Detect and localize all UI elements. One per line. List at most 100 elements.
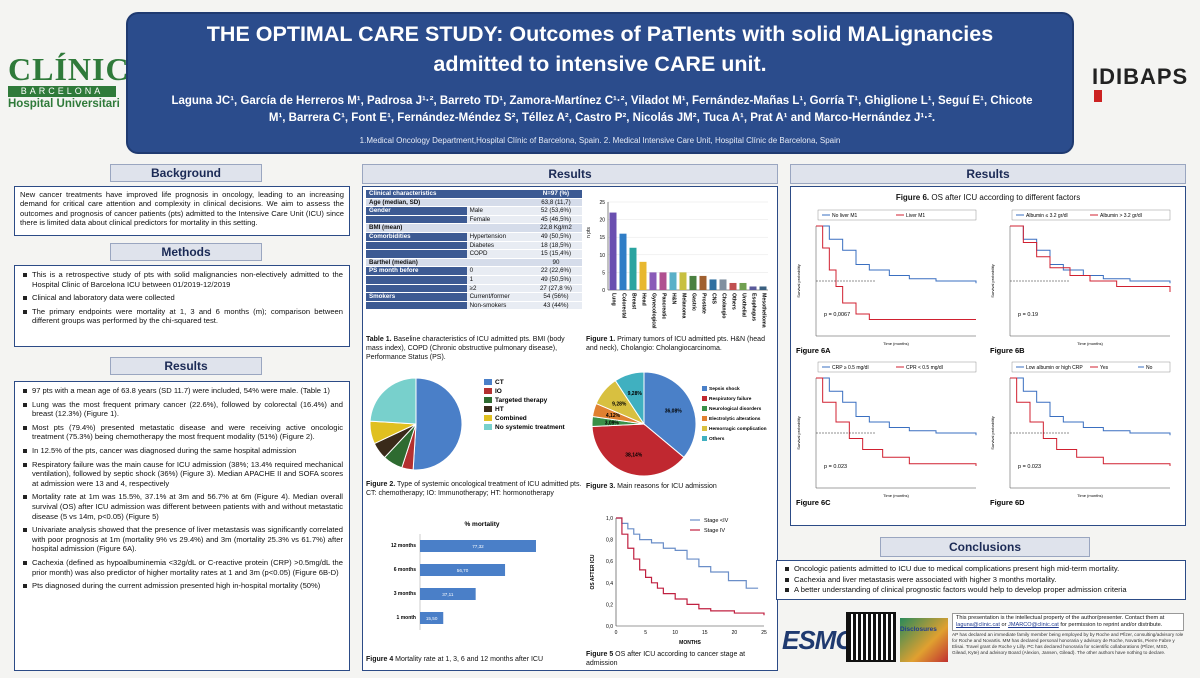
table-1-row: ≥2 27 (27,8 %): [366, 284, 582, 294]
figure-6-panel-label: Figure 6B: [990, 346, 1025, 355]
figure-1-bar: [649, 272, 657, 290]
figure-6-panel-bg: [794, 208, 980, 356]
figure-6-xlabel: Time (months): [1077, 493, 1103, 498]
figure-4-data-label: 15,50: [426, 616, 438, 621]
table-1-cell: [466, 258, 530, 268]
table-1-row: BMI (mean) 22,8 Kg/m2: [366, 223, 582, 233]
figure-5-caption: Figure 5 OS after ICU according to cance…: [586, 650, 774, 668]
figure-1-chart: n pts 0 5 10 15 20 25 Lung Colorectal Breast Head G…: [586, 200, 768, 329]
table-1-cell: [466, 198, 530, 208]
table-1-cell: [366, 301, 467, 311]
figure-1-bar: [669, 272, 677, 290]
table-1-cell: 49 (50,5%): [529, 232, 582, 242]
table-1-cell: Male: [466, 206, 530, 216]
figure-4-bar: [420, 540, 536, 552]
table-1-cell: 18 (18,5%): [529, 241, 582, 251]
results-item-9: Pts diagnosed during the current admissi…: [23, 581, 343, 591]
table-1-cell: Hypertension: [466, 232, 530, 242]
figure-5-xtick: 25: [761, 630, 767, 636]
figure-4-category: 12 months: [391, 543, 416, 549]
figure-3-legend-label: Electrolytic alterations: [709, 416, 761, 422]
table-1-header-row: Clinical characteristics N=97 (%): [366, 190, 582, 199]
figure-6-legend-3: No: [1146, 365, 1153, 371]
figure-1-xtick: Gynecological: [651, 293, 657, 329]
table-1-cell: 0: [466, 266, 530, 276]
figure-6-ylabel: Survival probability: [990, 416, 995, 450]
table-1-cell: [466, 223, 530, 233]
table-1-row: Barthel (median) 90: [366, 258, 582, 268]
figure-5-ylabel: OS AFTER ICU: [590, 554, 596, 589]
figure-1-ytick: 10: [599, 253, 605, 259]
table-1-cell: 22 (22,6%): [529, 266, 582, 276]
idibaps-mark-icon: [1094, 90, 1102, 102]
figure-6-pvalue: p = 0.19: [1018, 312, 1038, 318]
figure-1-bar: [659, 272, 667, 290]
results-item-1: 97 pts with a mean age of 63.8 years (SD…: [23, 386, 343, 396]
figure-5-ytick: 0,8: [606, 538, 613, 544]
table-1-caption: Table 1. Baseline characteristics of ICU…: [366, 335, 582, 362]
figure-2-legend-label: No systemic treatment: [495, 424, 566, 431]
figure-3-data-label: 9,28%: [628, 391, 643, 397]
table-1-cell: 1: [466, 275, 530, 285]
clinic-logo: CLÍNIC BARCELONA Hospital Universitari: [8, 51, 130, 114]
background-box: New cancer treatments have improved life…: [14, 186, 350, 236]
figure-2-legend-swatch: [484, 424, 492, 430]
table-1-cell: Diabetes: [466, 241, 530, 251]
figure-5-ytick: 1,0: [606, 516, 613, 522]
figure-1-bar: [759, 286, 767, 290]
table-1-cell: [366, 249, 467, 259]
figure-6-xlabel: Time (months): [883, 341, 909, 346]
figure-4-bar: [420, 588, 476, 600]
figure-3-legend-label: Hemorragic complication: [709, 426, 767, 432]
figure-6-curve-2: [816, 377, 977, 466]
ip-email-1[interactable]: laguna@clinic.cat: [956, 622, 1000, 628]
methods-item-3: The primary endpoints were mortality at …: [23, 307, 343, 326]
clinic-logo-main: CLÍNIC: [8, 51, 130, 87]
figure-6-legend-1: Albumin ≤ 3.2 gr/dl: [1026, 213, 1068, 219]
figure-2-slice: [412, 377, 463, 471]
figure-1-xtick: Colorectal: [621, 293, 627, 319]
figure-6-panel-label: Figure 6A: [796, 346, 831, 355]
figure-3-legend-swatch: [702, 426, 707, 431]
figure-5-xtick: 5: [644, 630, 647, 636]
figure-3-legend-swatch: [702, 396, 707, 401]
figure-1-ytick: 5: [602, 270, 605, 276]
figure-1-bar: [639, 261, 647, 290]
ip-email-2[interactable]: JMARCO@clinic.cat: [1008, 622, 1059, 628]
figure-3-legend-swatch: [702, 416, 707, 421]
figure-6-curve-2: [1010, 377, 1171, 466]
figure-4-bar: [420, 564, 506, 576]
qr-code-art: [900, 618, 948, 662]
methods-item-1: This is a retrospective study of pts wit…: [23, 270, 343, 289]
figure-5-ytick: 0,2: [606, 602, 613, 608]
figure-2-slice: [369, 377, 417, 425]
table-1-header-cell: N=97 (%): [529, 190, 582, 199]
figure-6-curve-1: [816, 225, 977, 284]
figure-4-title: % mortality: [464, 521, 499, 528]
figure-5-chart: OS AFTER ICU MONTHS 0,0 0,2 0,4 0,6 0,8 1,0 0 5 10…: [590, 516, 767, 646]
figure-6-ylabel: Survival probability: [796, 416, 801, 450]
figure-1-bar: [679, 272, 687, 290]
table-1-row: Comorbidities Hypertension 49 (50,5%): [366, 232, 582, 242]
figure-1-ylabel: n pts: [586, 227, 592, 238]
figure-2-legend-label: HT: [495, 406, 504, 413]
figure-6-pvalue: p = 0.023: [824, 464, 847, 470]
clinic-logo-city: BARCELONA: [8, 86, 116, 97]
figure-3-data-label: 36,08%: [665, 408, 683, 414]
figure-2-caption-label: Figure 2.: [366, 481, 396, 488]
figure-1-ytick: 25: [599, 200, 605, 206]
figure-4-caption: Figure 4 Mortality rate at 1, 3, 6 and 1…: [366, 655, 582, 664]
figure-4-data-label: 37,11: [442, 592, 454, 597]
figure-3-data-label: 38,14%: [625, 453, 643, 459]
figure-4-data-label: 77,32: [472, 544, 484, 549]
figure-3-data-label: 4,12%: [606, 413, 621, 419]
figure-1-bar: [719, 279, 727, 290]
figure-1-xtick: Pancreatic: [661, 293, 667, 319]
figure-3-data-label: 9,28%: [612, 401, 627, 407]
figure-1-xtick: Cholangio: [721, 293, 727, 318]
figure-6-curve-2: [816, 225, 976, 320]
figure-2-legend-label: Combined: [495, 415, 527, 422]
authors-line2: M¹, Barrera C¹, Font E¹, Fernández-Ménde…: [268, 112, 936, 124]
figure-5-ytick: 0,4: [606, 581, 613, 587]
table-1-cell: 49 (50,5%): [529, 275, 582, 285]
